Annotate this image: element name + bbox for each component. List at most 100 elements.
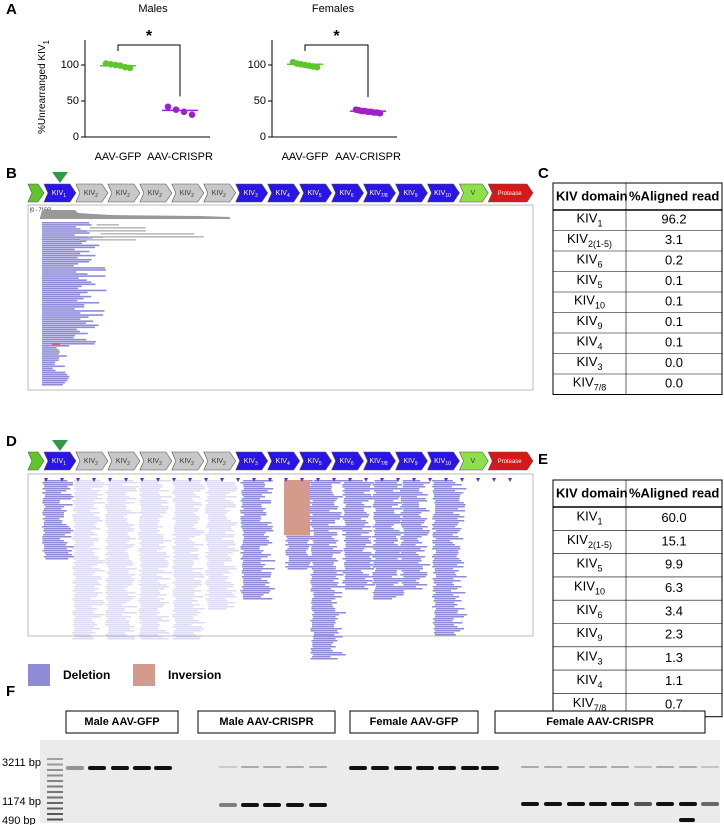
read	[141, 624, 160, 626]
read	[242, 494, 263, 496]
read	[205, 536, 234, 538]
table-cell: 0.1	[665, 314, 683, 329]
break-marker	[172, 478, 176, 482]
read	[432, 540, 451, 542]
read	[42, 297, 84, 300]
read	[403, 534, 428, 536]
read	[243, 484, 266, 486]
gene-label: KIV2	[180, 458, 194, 467]
read	[432, 542, 453, 544]
read	[373, 562, 403, 564]
data-point	[188, 111, 196, 118]
read	[372, 560, 404, 562]
read	[42, 256, 78, 259]
read	[310, 648, 331, 650]
read	[138, 482, 159, 484]
read	[288, 556, 322, 558]
table-cell: 0.2	[665, 253, 683, 268]
read	[400, 512, 422, 514]
table-cell: 0.1	[665, 273, 683, 288]
read	[139, 632, 170, 634]
read	[435, 584, 455, 586]
read	[311, 626, 335, 628]
group-label: Female AAV-CRISPR	[546, 716, 654, 728]
read	[240, 546, 260, 548]
break-marker	[444, 478, 448, 482]
read	[403, 572, 428, 574]
read	[240, 512, 267, 514]
read	[73, 622, 96, 624]
read	[75, 578, 102, 580]
read	[342, 580, 373, 582]
read	[42, 361, 56, 363]
table-cell: KIV7/8	[573, 695, 606, 713]
read	[287, 568, 308, 570]
read	[75, 528, 101, 530]
read	[42, 228, 81, 230]
read	[342, 526, 372, 528]
gene-segment	[363, 451, 396, 471]
read	[140, 544, 160, 546]
gene-label-main: KIV	[52, 190, 64, 197]
read	[241, 490, 268, 492]
read	[372, 592, 405, 594]
read	[373, 518, 403, 520]
read	[373, 540, 399, 542]
break-marker	[204, 478, 208, 482]
read	[313, 528, 344, 530]
read	[311, 566, 336, 568]
significance-label: *	[146, 28, 153, 45]
read	[242, 530, 274, 532]
read	[345, 546, 379, 548]
gene-label: Protease	[498, 191, 523, 197]
table-cell: KIV10	[574, 293, 605, 311]
table-cell: KIV6	[577, 252, 603, 270]
read	[105, 558, 129, 560]
gel-band	[241, 766, 259, 768]
read	[172, 616, 193, 618]
read	[432, 486, 452, 488]
read	[42, 334, 76, 337]
read	[42, 536, 72, 538]
read	[242, 540, 270, 542]
read	[342, 534, 362, 536]
read	[175, 520, 199, 522]
read	[105, 484, 123, 486]
gene-segment	[363, 183, 396, 203]
read	[312, 514, 341, 516]
read	[403, 576, 426, 578]
table-cell-sub: 3	[597, 657, 602, 667]
gene-label-sub: 2	[191, 193, 194, 199]
read	[106, 532, 128, 534]
table-cell: 2.3	[665, 627, 683, 642]
read	[432, 548, 461, 550]
read	[105, 508, 126, 510]
read	[374, 480, 399, 482]
read	[75, 494, 103, 496]
read	[75, 564, 98, 566]
read	[432, 536, 459, 538]
read	[403, 510, 430, 512]
read	[310, 652, 343, 654]
table-cell-main: KIV	[574, 293, 595, 308]
read	[343, 514, 370, 516]
read	[345, 544, 366, 546]
read	[374, 486, 398, 488]
read	[175, 540, 193, 542]
read	[74, 484, 105, 486]
read	[403, 584, 428, 586]
read	[44, 486, 68, 488]
read	[241, 586, 270, 588]
break-marker	[92, 478, 96, 482]
read	[312, 646, 336, 648]
read	[73, 634, 91, 636]
ladder-band	[47, 796, 63, 799]
read	[313, 512, 342, 514]
read	[310, 574, 344, 576]
gene-label: V	[471, 190, 476, 197]
read	[312, 622, 336, 624]
table-cell-main: KIV	[577, 626, 598, 641]
read	[139, 542, 164, 544]
read	[345, 556, 370, 558]
read	[141, 486, 163, 488]
